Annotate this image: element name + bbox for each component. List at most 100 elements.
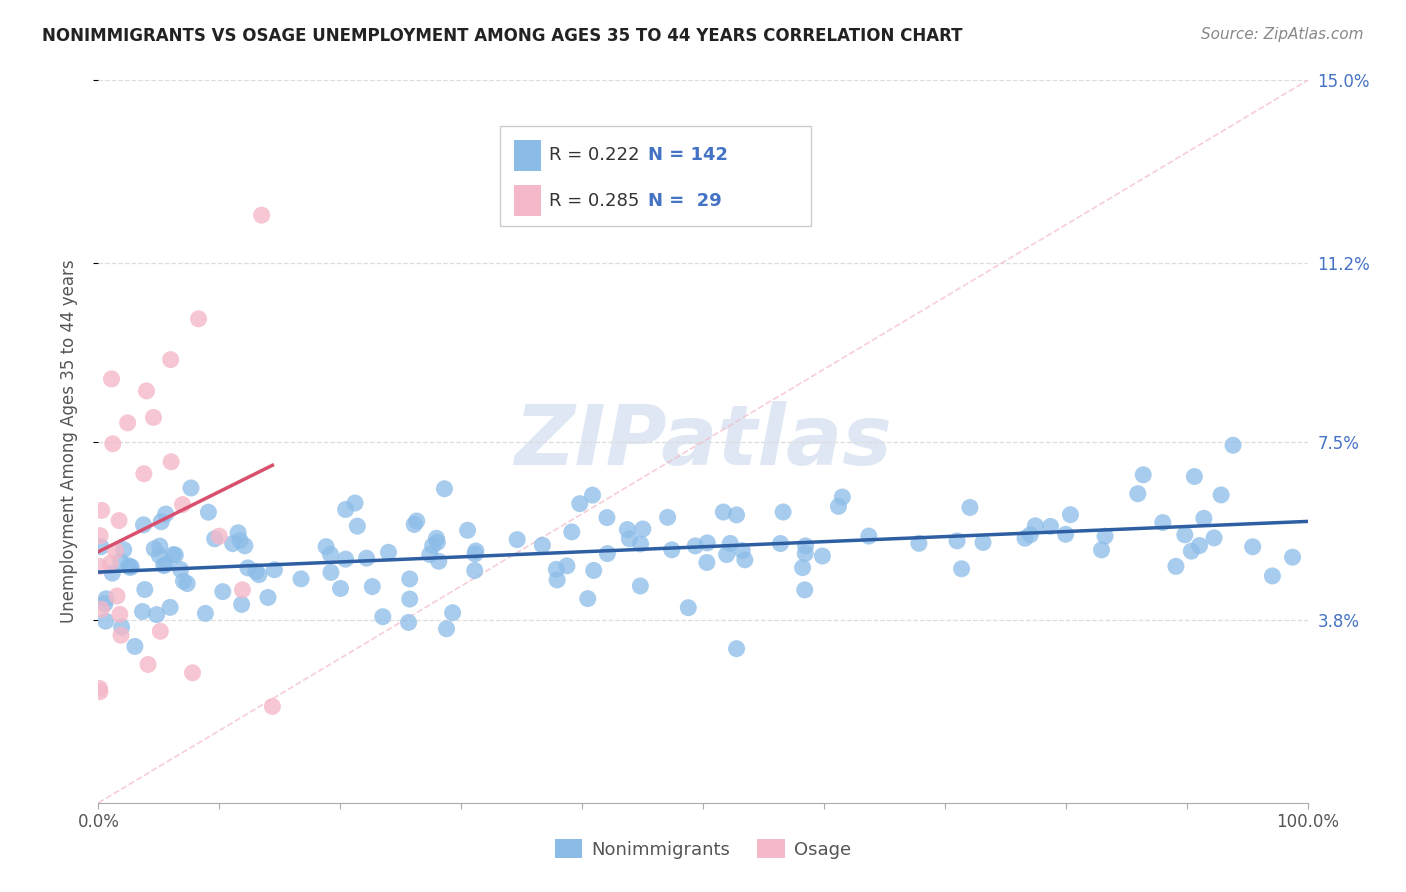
Point <box>1019 528 1042 542</box>
Point <box>155 507 177 521</box>
Point <box>398 572 420 586</box>
Point <box>628 579 651 593</box>
Point <box>377 545 399 559</box>
Point <box>233 539 256 553</box>
Point <box>464 544 486 558</box>
Point <box>152 558 174 573</box>
Point <box>398 592 420 607</box>
Point <box>221 536 243 550</box>
Point <box>98 556 121 570</box>
Point <box>1222 438 1244 452</box>
Point <box>89 529 111 543</box>
Point <box>404 517 426 532</box>
Text: Source: ZipAtlas.com: Source: ZipAtlas.com <box>1201 27 1364 42</box>
Point <box>145 607 167 622</box>
Point <box>149 539 172 553</box>
Point <box>436 622 458 636</box>
Text: N =  29: N = 29 <box>648 192 721 210</box>
Point <box>959 500 981 515</box>
Text: R = 0.222: R = 0.222 <box>550 146 640 164</box>
Point <box>555 558 578 573</box>
Text: ZIPatlas: ZIPatlas <box>515 401 891 482</box>
Point <box>734 553 756 567</box>
Point <box>134 582 156 597</box>
Point <box>1039 519 1062 533</box>
Point <box>426 535 449 549</box>
Point <box>159 600 181 615</box>
Point <box>231 598 253 612</box>
Point <box>831 490 853 504</box>
Point <box>1188 539 1211 553</box>
Point <box>236 561 259 575</box>
Point <box>118 560 141 574</box>
Point <box>422 539 444 553</box>
Point <box>685 539 707 553</box>
Point <box>419 548 441 562</box>
Point <box>1164 559 1187 574</box>
Point <box>143 541 166 556</box>
Point <box>329 582 352 596</box>
Point <box>226 525 249 540</box>
Point <box>155 558 177 572</box>
Point <box>1209 488 1232 502</box>
Point <box>696 556 718 570</box>
Point <box>398 615 420 630</box>
Point <box>105 589 128 603</box>
Point <box>263 563 285 577</box>
Point <box>245 565 267 579</box>
Point <box>1059 508 1081 522</box>
Point <box>90 540 112 554</box>
Point <box>162 548 184 562</box>
Point <box>94 591 117 606</box>
Point <box>231 582 253 597</box>
Point <box>616 523 638 537</box>
Point <box>110 628 132 642</box>
Point <box>568 497 591 511</box>
Point <box>100 372 122 386</box>
Point <box>433 482 456 496</box>
Text: R = 0.285: R = 0.285 <box>550 192 640 210</box>
Point <box>108 607 131 622</box>
Point <box>827 500 849 514</box>
Point <box>772 505 794 519</box>
Point <box>89 681 111 696</box>
Point <box>1090 542 1112 557</box>
Point <box>1024 518 1046 533</box>
Point <box>576 591 599 606</box>
Point <box>696 536 718 550</box>
Point <box>582 563 605 577</box>
Point <box>194 607 217 621</box>
Point <box>204 532 226 546</box>
Point <box>111 620 134 634</box>
Point <box>319 566 342 580</box>
Point <box>181 665 204 680</box>
Point <box>794 539 817 553</box>
Point <box>160 455 183 469</box>
Point <box>120 560 142 574</box>
Point <box>972 535 994 549</box>
Point <box>131 605 153 619</box>
Point <box>165 548 187 562</box>
Point <box>425 532 447 546</box>
Point <box>1184 469 1206 483</box>
Point <box>94 597 117 611</box>
Point <box>1126 487 1149 501</box>
Point <box>1192 511 1215 525</box>
Point <box>319 547 342 561</box>
Point <box>335 502 357 516</box>
Point <box>464 564 486 578</box>
Point <box>1014 531 1036 545</box>
Point <box>94 614 117 628</box>
Point <box>718 536 741 550</box>
Point <box>104 544 127 558</box>
Point <box>148 549 170 563</box>
Point <box>335 552 357 566</box>
Point <box>229 533 252 548</box>
Point <box>172 574 194 588</box>
Point <box>208 529 231 543</box>
Y-axis label: Unemployment Among Ages 35 to 44 years: Unemployment Among Ages 35 to 44 years <box>59 260 77 624</box>
Point <box>371 609 394 624</box>
Point <box>546 573 568 587</box>
Point <box>531 538 554 552</box>
Point <box>247 567 270 582</box>
